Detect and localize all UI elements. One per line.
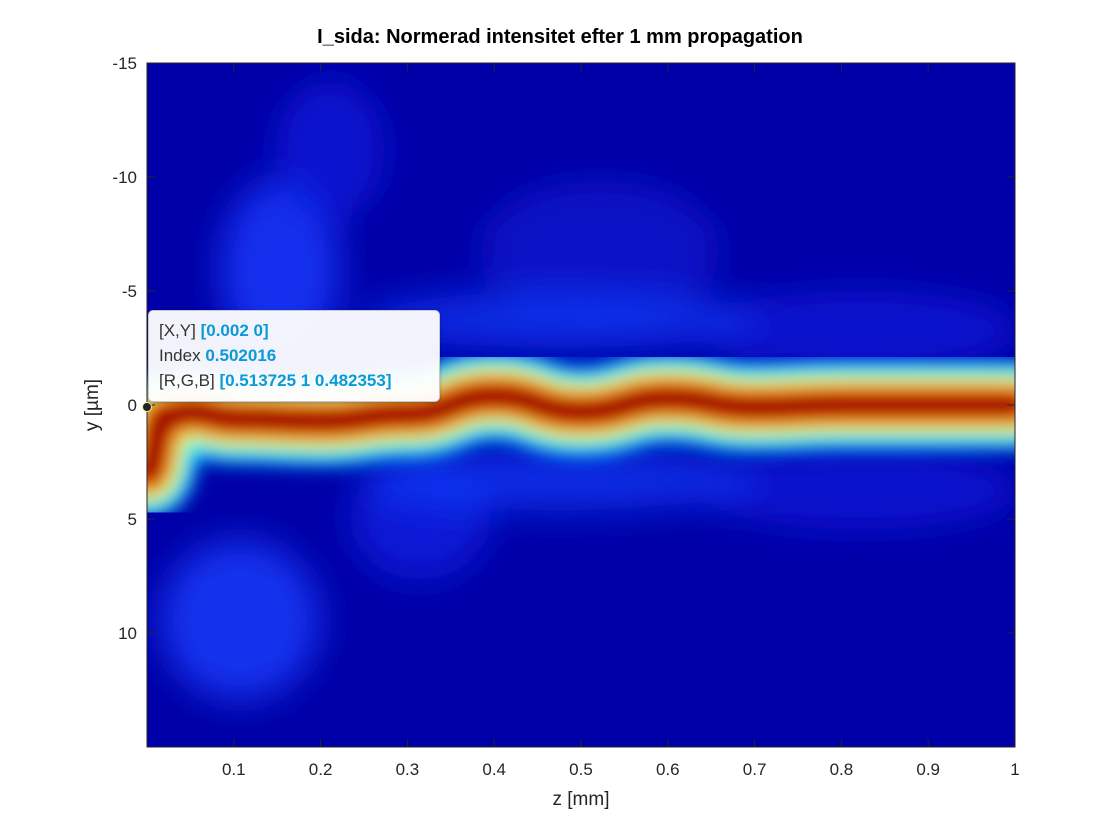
x-tick-label: 0.8 (830, 760, 854, 779)
beam-core (147, 350, 1015, 519)
x-tick-label: 0.4 (482, 760, 506, 779)
heatmap-image (147, 63, 1015, 747)
datatip-index-row: Index 0.502016 (159, 343, 429, 368)
datatip-xy-row: [X,Y] [0.002 0] (159, 318, 429, 343)
x-tick-label: 0.9 (916, 760, 940, 779)
side-lobes (160, 80, 1015, 700)
y-axis-ticks: -15 -10 -5 0 5 10 (112, 54, 1015, 643)
x-tick-label: 0.5 (569, 760, 593, 779)
x-tick-label: 0.2 (309, 760, 333, 779)
datatip-rgb-value: [0.513725 1 0.482353] (219, 371, 392, 390)
y-tick-label: -10 (112, 168, 137, 187)
x-tick-label: 0.7 (743, 760, 767, 779)
y-tick-label: 10 (118, 624, 137, 643)
chart-title: I_sida: Normerad intensitet efter 1 mm p… (317, 26, 803, 48)
y-tick-label: 0 (128, 396, 137, 415)
x-tick-label: 0.6 (656, 760, 680, 779)
datatip-rgb-row: [R,G,B] [0.513725 1 0.482353] (159, 368, 429, 393)
datatip-index-value: 0.502016 (205, 346, 277, 365)
x-axis-label: z [mm] (553, 789, 610, 810)
datatip-rgb-label: [R,G,B] (159, 371, 215, 390)
datatip-xy-label: [X,Y] (159, 321, 196, 340)
datatip-index-label: Index (159, 346, 201, 365)
x-axis-ticks: 0.1 0.2 0.3 0.4 0.5 0.6 0.7 0.8 0.9 1 (222, 63, 1020, 779)
y-tick-label: -5 (122, 282, 137, 301)
datatip-marker[interactable] (142, 402, 152, 412)
beam-intensity-band (147, 389, 1015, 481)
x-tick-label: 0.1 (222, 760, 246, 779)
y-tick-label: 5 (128, 510, 137, 529)
x-tick-label: 1 (1010, 760, 1019, 779)
datatip[interactable]: [X,Y] [0.002 0] Index 0.502016 [R,G,B] [… (148, 310, 440, 402)
y-axis-label: y [µm] (82, 379, 103, 431)
x-tick-label: 0.3 (396, 760, 420, 779)
y-tick-label: -15 (112, 54, 137, 73)
datatip-xy-value: [0.002 0] (200, 321, 269, 340)
